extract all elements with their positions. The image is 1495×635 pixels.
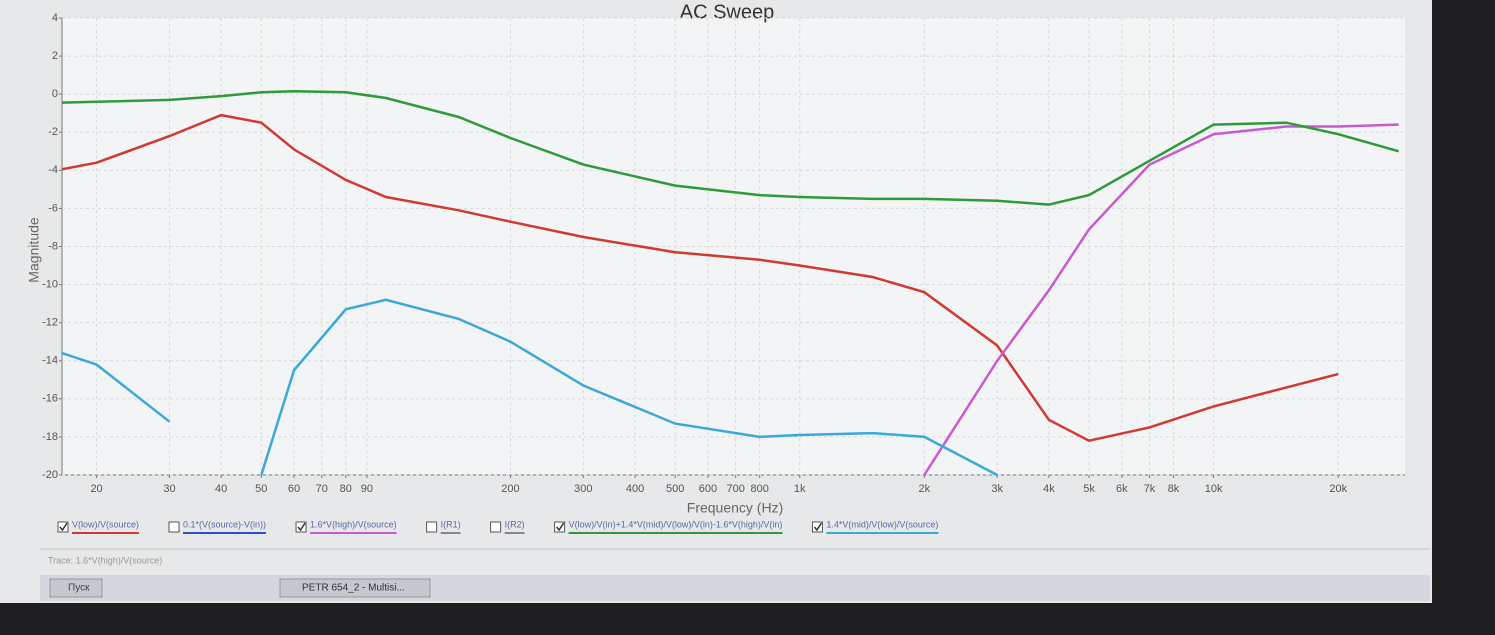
chart-title: AC Sweep (680, 1, 775, 23)
x-axis-label: Frequency (Hz) (687, 500, 783, 516)
legend-checkbox[interactable] (554, 521, 566, 533)
x-tick-label: 3k (991, 483, 1003, 495)
x-tick-label: 10k (1205, 483, 1223, 495)
x-tick-label: 60 (288, 483, 300, 495)
x-tick-label: 80 (340, 483, 352, 495)
x-tick-label: 6k (1116, 483, 1128, 495)
y-tick-label: -10 (42, 278, 58, 290)
x-tick-label: 4k (1043, 483, 1055, 495)
x-tick-label: 200 (501, 483, 519, 495)
legend-label: V(low)/V(in)+1.4*V(mid)/V(low)/V(in)-1.6… (569, 519, 783, 529)
legend-checkbox[interactable] (295, 521, 307, 533)
legend-checkbox[interactable] (57, 521, 69, 533)
start-label: Пуск (68, 583, 90, 594)
y-tick-label: -6 (48, 202, 58, 214)
x-tick-label: 7k (1144, 483, 1156, 495)
y-tick-label: -16 (42, 393, 58, 405)
y-tick-label: -8 (48, 240, 58, 252)
series-line (923, 123, 1399, 476)
legend-check (297, 522, 306, 532)
task-label: PETR 654_2 - Multisi... (302, 583, 405, 594)
status-text: Trace: 1.6*V(high)/V(source) (48, 555, 162, 565)
x-tick-label: 90 (361, 483, 373, 495)
x-tick-label: 500 (666, 483, 684, 495)
y-tick-label: -4 (48, 164, 58, 176)
legend-check (59, 522, 68, 532)
x-tick-label: 600 (699, 483, 717, 495)
legend-check (556, 522, 565, 532)
x-tick-label: 20k (1329, 483, 1347, 495)
y-axis-label: Magnitude (26, 217, 42, 283)
x-tick-label: 2k (919, 483, 931, 495)
x-tick-label: 20 (90, 483, 102, 495)
x-tick-label: 5k (1083, 483, 1095, 495)
series-line (62, 113, 1339, 443)
x-tick-label: 70 (316, 483, 328, 495)
legend-label: 1.4*V(mid)/V(low)/V(source) (826, 519, 938, 529)
legend-checkbox[interactable] (426, 521, 438, 533)
y-tick-label: -18 (42, 431, 58, 443)
x-tick-label: 40 (215, 483, 227, 495)
y-tick-label: -12 (42, 317, 58, 329)
legend-checkbox[interactable] (490, 521, 502, 533)
y-tick-label: 4 (52, 12, 58, 24)
x-tick-label: 50 (255, 483, 267, 495)
y-tick-label: 0 (52, 88, 58, 100)
bezel-right (1432, 0, 1495, 635)
legend-label: I(R2) (505, 519, 525, 529)
x-tick-label: 1k (794, 483, 806, 495)
legend-label: 0.1*(V(source)-V(in)) (183, 519, 266, 529)
legend-checkbox[interactable] (811, 521, 823, 533)
x-tick-label: 700 (726, 483, 744, 495)
series-line (62, 90, 1400, 206)
x-tick-label: 300 (574, 483, 592, 495)
start-button[interactable] (49, 578, 103, 598)
y-tick-label: -14 (42, 355, 58, 367)
x-tick-label: 800 (750, 483, 768, 495)
taskbar (40, 575, 1430, 601)
bezel-bottom (0, 603, 1495, 635)
y-tick-label: 2 (52, 50, 58, 62)
legend-label: V(low)/V(source) (72, 519, 139, 529)
x-tick-label: 8k (1168, 483, 1180, 495)
series-line (62, 298, 998, 477)
y-tick-label: -20 (42, 469, 58, 481)
legend-label: 1.6*V(high)/V(source) (310, 519, 397, 529)
legend-check (813, 522, 823, 532)
task-button[interactable] (279, 578, 431, 598)
legend-label: I(R1) (441, 519, 461, 529)
x-tick-label: 400 (626, 483, 644, 495)
legend-checkbox[interactable] (168, 521, 180, 533)
x-tick-label: 30 (163, 483, 175, 495)
y-tick-label: -2 (48, 126, 58, 138)
